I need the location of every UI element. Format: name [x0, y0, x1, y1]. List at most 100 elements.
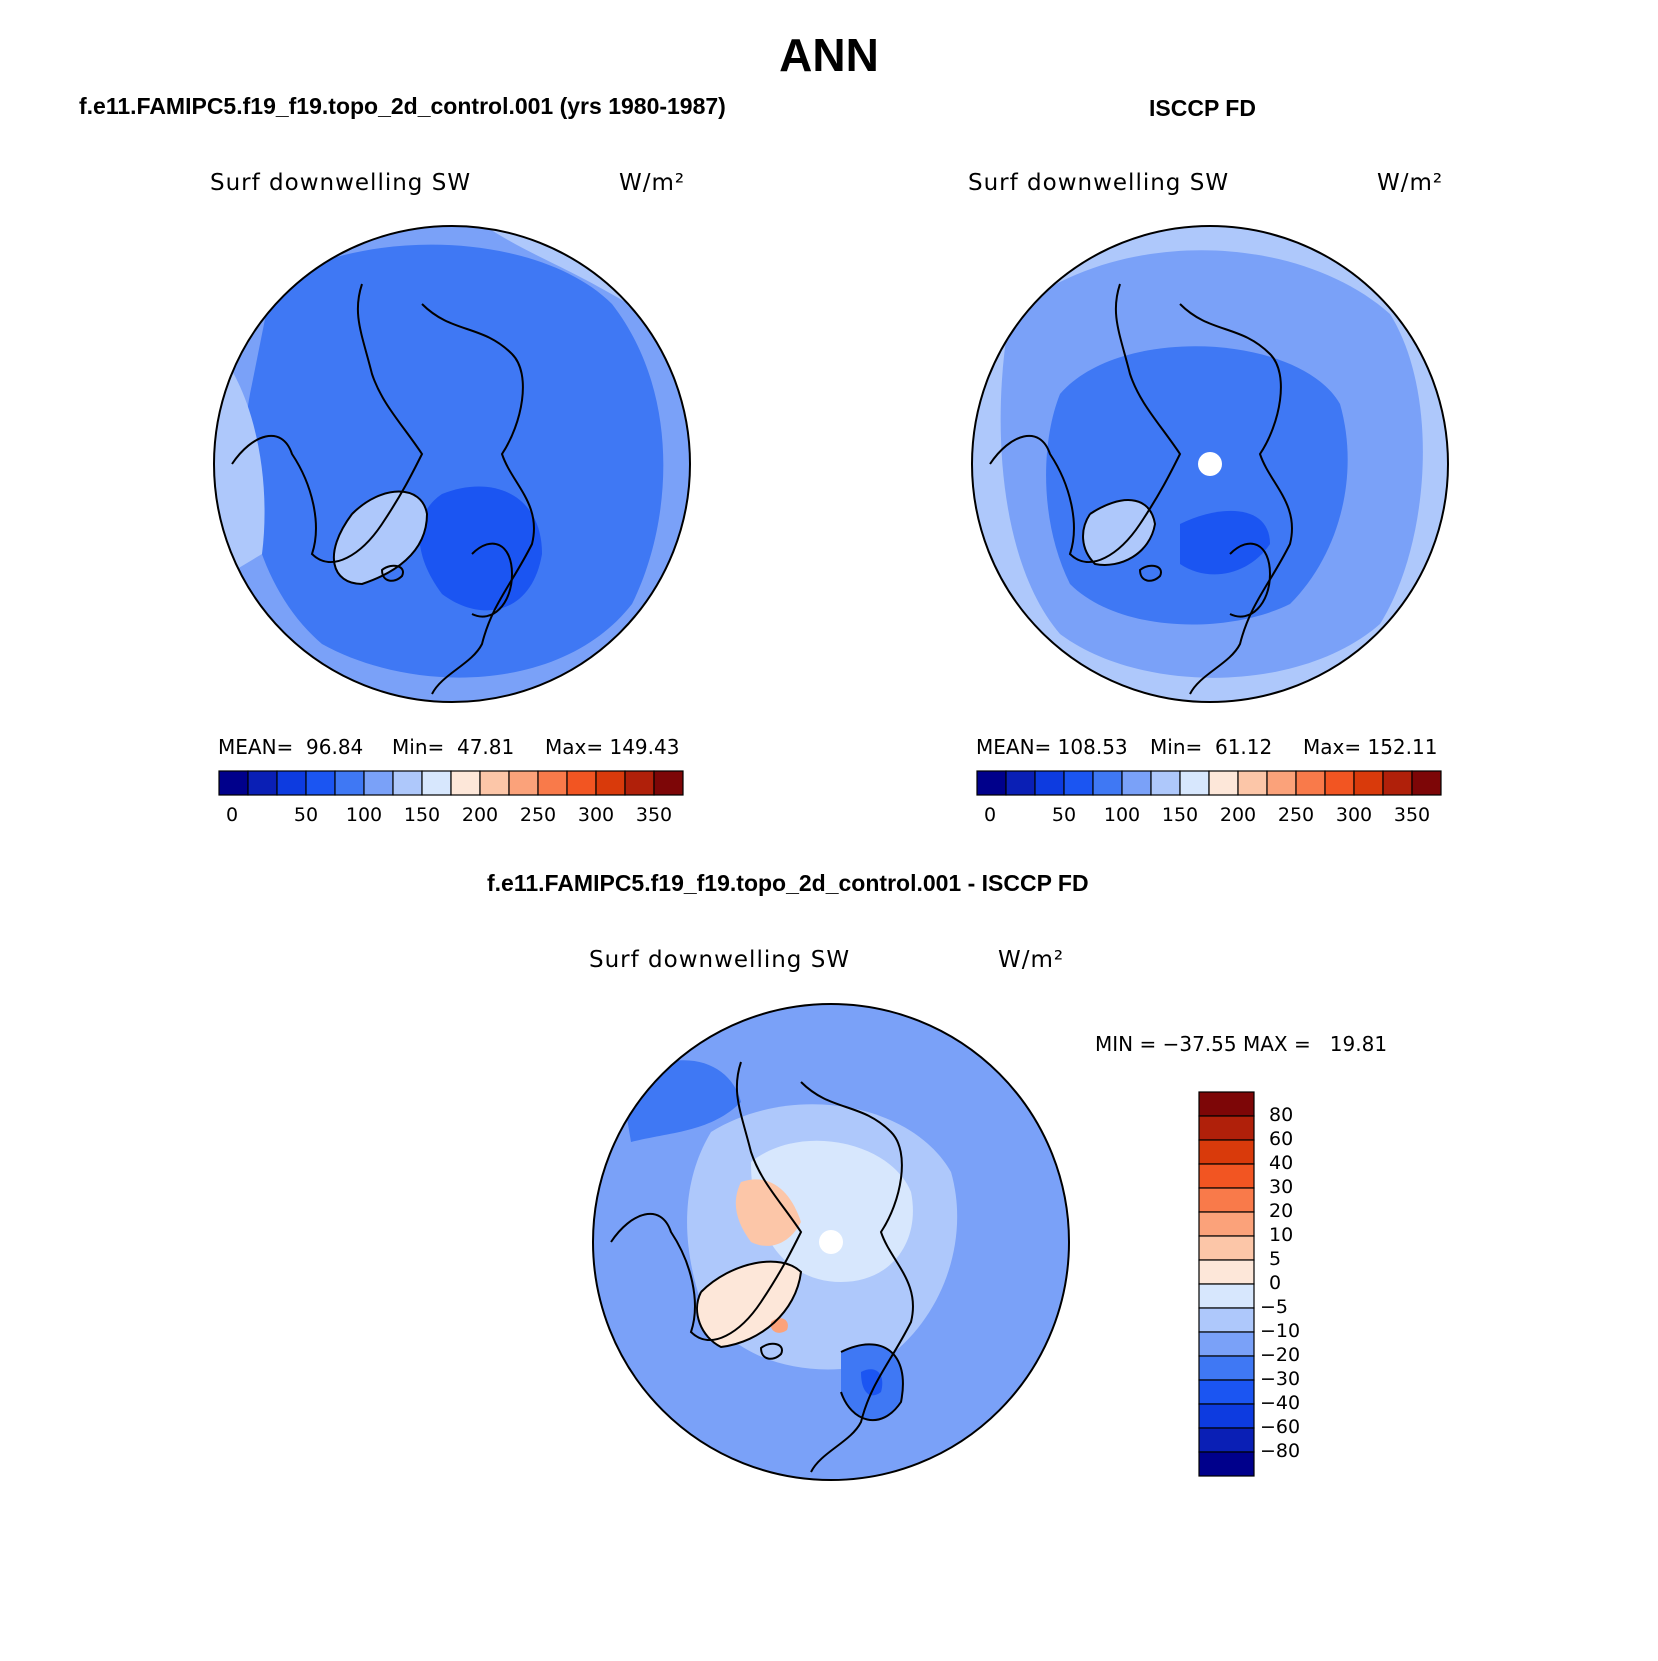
- colorbar-swatch: [1266, 770, 1297, 796]
- colorbar-swatch: [1092, 770, 1123, 796]
- model-map-coastline-greenland: [333, 490, 429, 586]
- obs-map-coastline-americas: [989, 283, 1182, 564]
- diff-colorbar-tick: −20: [1260, 1344, 1301, 1366]
- colorbar-swatch: [566, 770, 597, 796]
- model-max-label: Max=: [545, 735, 604, 759]
- diff-colorbar-tick: 0: [1269, 1272, 1282, 1294]
- model-min-label: Min=: [392, 735, 445, 759]
- model-min-value: 47.81: [456, 735, 515, 759]
- obs-max-value: 152.11: [1367, 735, 1438, 759]
- model-mean-value: 96.84: [306, 735, 364, 759]
- diff-colorbar-tick: −80: [1260, 1440, 1301, 1462]
- colorbar-swatch: [1198, 1115, 1255, 1141]
- colorbar-swatch: [1198, 1259, 1255, 1285]
- colorbar-swatch: [305, 770, 336, 796]
- diff-map-pole-hole: [819, 1230, 843, 1254]
- figure-title: ANN: [779, 29, 879, 81]
- diff-map-coastline-scandinavia: [840, 1343, 904, 1422]
- obs-mean-stat: MEAN= 108.53: [976, 735, 1128, 759]
- colorbar-swatch: [1063, 770, 1094, 796]
- diff-units-label: W/m²: [998, 947, 1065, 973]
- obs-min-stat: Min= 61.12: [1150, 735, 1272, 759]
- obs-map-low-field: [1180, 510, 1270, 575]
- diff-colorbar-tick: −5: [1260, 1296, 1289, 1318]
- model-map-greenland: [333, 491, 427, 584]
- diff-panel-title: f.e11.FAMIPC5.f19_f19.topo_2d_control.00…: [487, 870, 1089, 896]
- model-map-coastline-iceland: [380, 564, 404, 582]
- model-colorbar-tick: 250: [519, 804, 557, 826]
- obs-colorbar-tick: 50: [1051, 804, 1077, 826]
- colorbar-swatch: [624, 770, 655, 796]
- colorbar-swatch: [1198, 1307, 1255, 1333]
- diff-map-greenland-positive: [697, 1261, 801, 1347]
- colorbar-swatch: [421, 770, 452, 796]
- colorbar-swatch: [1411, 770, 1442, 796]
- model-variable-label: Surf downwelling SW: [210, 170, 472, 196]
- colorbar-swatch: [508, 770, 539, 796]
- colorbar-swatch: [1198, 1139, 1255, 1165]
- colorbar-swatch: [1237, 770, 1268, 796]
- obs-colorbar-tick: 150: [1161, 804, 1199, 826]
- obs-max-stat: Max= 152.11: [1303, 735, 1437, 759]
- colorbar-swatch: [1208, 770, 1239, 796]
- obs-map-coastline-eurasia: [1179, 303, 1293, 695]
- model-max-stat: Max= 149.43: [545, 735, 679, 759]
- colorbar-swatch: [1198, 1355, 1255, 1381]
- obs-units-label: W/m²: [1377, 170, 1444, 196]
- diff-colorbar-tick: −60: [1260, 1416, 1301, 1438]
- model-colorbar-tick: 0: [225, 804, 239, 826]
- diff-colorbar-tick: −40: [1260, 1392, 1301, 1414]
- diff-colorbar-tick: 20: [1269, 1200, 1294, 1222]
- colorbar-swatch: [976, 770, 1007, 796]
- diff-map-coastline-iceland: [759, 1342, 783, 1360]
- diff-map-archipelago-positive: [735, 1179, 801, 1246]
- diff-map-coastline-eurasia: [800, 1081, 914, 1473]
- obs-mean-label: MEAN=: [976, 735, 1052, 759]
- colorbar-swatch: [334, 770, 365, 796]
- obs-map-boundary: [971, 225, 1449, 703]
- colorbar-swatch: [1198, 1427, 1255, 1453]
- colorbar-swatch: [479, 770, 510, 796]
- diff-colorbar-tick: 30: [1269, 1176, 1294, 1198]
- diff-colorbar-tick: −30: [1260, 1368, 1301, 1390]
- model-colorbar-tick: 300: [577, 804, 615, 826]
- colorbar-swatch: [1198, 1211, 1255, 1237]
- obs-polar-map: [971, 225, 1449, 703]
- diff-variable-label: Surf downwelling SW: [589, 947, 851, 973]
- colorbar-swatch: [1198, 1403, 1255, 1429]
- colorbar-swatch: [1198, 1379, 1255, 1405]
- obs-colorbar-tick: 100: [1103, 804, 1141, 826]
- colorbar-swatch: [1034, 770, 1065, 796]
- colorbar-swatch: [247, 770, 278, 796]
- colorbar-swatch: [1121, 770, 1152, 796]
- model-min-stat: Min= 47.81: [392, 735, 514, 759]
- diff-colorbar-tick: 10: [1269, 1224, 1294, 1246]
- model-map-coastline-americas: [231, 283, 424, 564]
- diff-colorbar-tick: 40: [1269, 1152, 1294, 1174]
- colorbar-swatch: [1353, 770, 1384, 796]
- obs-max-label: Max=: [1303, 735, 1362, 759]
- model-colorbar-tick: 150: [403, 804, 441, 826]
- diff-map-coastline-greenland: [696, 1260, 803, 1349]
- diff-minmax-label: MIN = −37.55 MAX = 19.81: [1095, 1032, 1388, 1056]
- colorbar-swatch: [363, 770, 394, 796]
- colorbar-swatch: [450, 770, 481, 796]
- model-map-main-field: [244, 244, 664, 678]
- model-colorbar: [218, 770, 684, 796]
- colorbar-swatch: [1198, 1283, 1255, 1309]
- diff-polar-map: [592, 1003, 1070, 1481]
- diff-colorbar-tick: 5: [1269, 1248, 1282, 1270]
- model-mean-label: MEAN=: [218, 735, 294, 759]
- colorbar-swatch: [392, 770, 423, 796]
- obs-colorbar-tick: 350: [1393, 804, 1431, 826]
- diff-colorbar-tick: −10: [1260, 1320, 1301, 1342]
- obs-colorbar-tick: 0: [983, 804, 997, 826]
- colorbar-swatch: [1198, 1091, 1255, 1117]
- obs-colorbar-tick: 250: [1277, 804, 1315, 826]
- diff-map-coastline-americas: [610, 1061, 803, 1342]
- colorbar-swatch: [1179, 770, 1210, 796]
- diff-map-pale-core: [751, 1140, 913, 1282]
- colorbar-swatch: [1150, 770, 1181, 796]
- obs-variable-label: Surf downwelling SW: [968, 170, 1230, 196]
- colorbar-swatch: [653, 770, 684, 796]
